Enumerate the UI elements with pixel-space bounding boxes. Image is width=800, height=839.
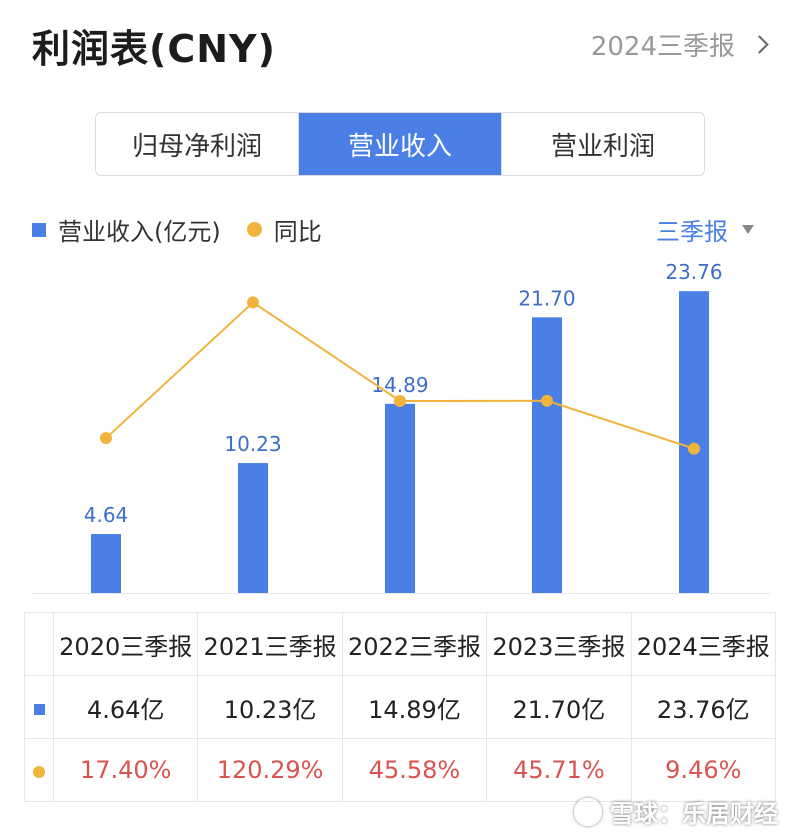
watermark: 雪球：乐居财经 (574, 794, 778, 829)
table-cell: 45.58% (341, 738, 488, 802)
table-cell: 9.46% (630, 738, 777, 802)
bar (532, 317, 562, 593)
table-cell: 45.71% (486, 738, 632, 802)
table-header-cell: 2021三季报 (197, 612, 343, 676)
data-table: 2020三季报 2021三季报 2022三季报 2023三季报 2024三季报 … (24, 612, 777, 802)
legend-bar-label: 营业收入(亿元) (58, 218, 221, 246)
snowball-logo-icon (574, 797, 602, 826)
bar (385, 403, 415, 593)
table-row-yoy: 17.40% 120.29% 45.58% 45.71% 9.46% (24, 738, 777, 802)
table-header-cell: 2023三季报 (486, 612, 632, 676)
period-select[interactable]: 三季报 (656, 212, 754, 247)
page-title: 利润表(CNY) (32, 27, 276, 71)
bar-value-label: 23.76 (665, 260, 722, 284)
table-cell: 4.64亿 (52, 675, 199, 739)
table-cell: 21.70亿 (486, 675, 632, 739)
caret-down-icon (742, 225, 754, 234)
bar-value-label: 4.64 (84, 503, 129, 527)
legend-bar-swatch (32, 222, 46, 237)
yoy-point (100, 432, 112, 445)
bar (238, 463, 268, 593)
table-cell: 17.40% (52, 738, 199, 802)
legend-line-swatch (246, 222, 262, 237)
table-cell: 120.29% (197, 738, 343, 802)
yoy-point (394, 394, 406, 407)
bar-value-label: 14.89 (371, 373, 428, 397)
bar-value-label: 10.23 (224, 432, 281, 456)
table-header-cell: 2022三季报 (341, 612, 488, 676)
revenue-marker-icon (33, 704, 45, 715)
legend-line-label: 同比 (273, 218, 322, 246)
bar (91, 534, 121, 593)
chart-legend: 营业收入(亿元) 同比 (32, 212, 322, 247)
chevron-right-icon (750, 35, 769, 54)
metric-tabs: 归母净利润 营业收入 营业利润 (95, 112, 705, 176)
tab-operating-profit[interactable]: 营业利润 (550, 131, 655, 162)
watermark-text: 雪球：乐居财经 (610, 800, 778, 828)
table-header-row: 2020三季报 2021三季报 2022三季报 2023三季报 2024三季报 (24, 612, 777, 676)
bar (679, 291, 709, 593)
table-cell: 10.23亿 (197, 675, 343, 739)
yoy-point (247, 296, 259, 309)
period-select-label: 三季报 (656, 218, 728, 246)
yoy-point (541, 394, 553, 407)
tab-revenue[interactable]: 营业收入 (299, 113, 502, 175)
table-header-cell: 2024三季报 (630, 612, 777, 676)
period-link[interactable]: 2024三季报 (591, 26, 772, 63)
revenue-chart: 4.64 10.23 14.89 21.70 23.76 (32, 260, 770, 594)
tab-net-profit[interactable]: 归母净利润 (96, 113, 299, 175)
table-cell: 14.89亿 (341, 675, 488, 739)
bar-value-label: 21.70 (518, 286, 575, 310)
table-header-cell: 2020三季报 (52, 612, 199, 676)
table-cell: 23.76亿 (630, 675, 777, 739)
period-link-label: 2024三季报 (590, 32, 735, 62)
yoy-marker-icon (33, 766, 45, 778)
yoy-point (688, 442, 700, 455)
table-row-revenue: 4.64亿 10.23亿 14.89亿 21.70亿 23.76亿 (24, 675, 777, 739)
